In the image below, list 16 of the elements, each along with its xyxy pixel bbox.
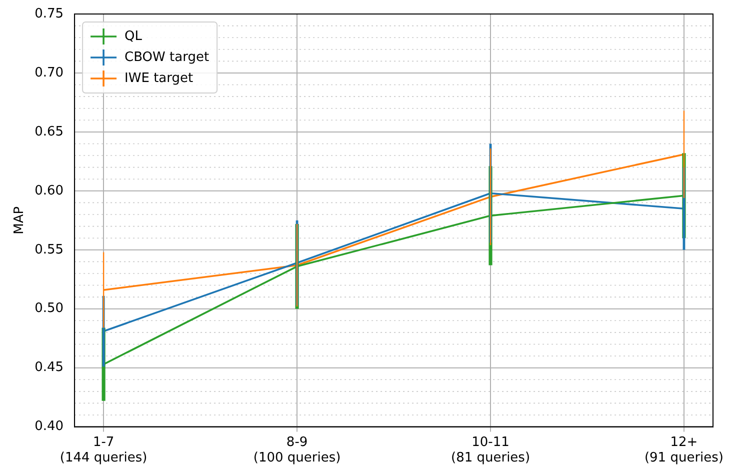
y-tick-label: 0.45 [34, 360, 64, 376]
y-tick-label: 0.75 [34, 6, 64, 22]
y-tick-label: 0.60 [34, 183, 64, 198]
legend-label: CBOW target [124, 50, 210, 65]
x-tick-label: 8-9 (100 queries) [253, 434, 341, 466]
legend-label: IWE target [124, 70, 194, 86]
x-tick-label: 1-7 (144 queries) [60, 434, 148, 466]
y-tick-label: 0.50 [34, 301, 64, 316]
x-tick-label: 12+ (91 queries) [644, 434, 724, 466]
y-tick-label: 0.65 [34, 124, 64, 140]
y-tick-label: 0.55 [34, 242, 64, 258]
y-tick-label: 0.40 [34, 419, 64, 434]
y-tick-label: 0.70 [34, 65, 64, 80]
legend-label: QL [124, 28, 143, 44]
x-tick-label: 10-11 (81 queries) [450, 434, 530, 466]
y-axis-title: MAP [12, 206, 28, 234]
